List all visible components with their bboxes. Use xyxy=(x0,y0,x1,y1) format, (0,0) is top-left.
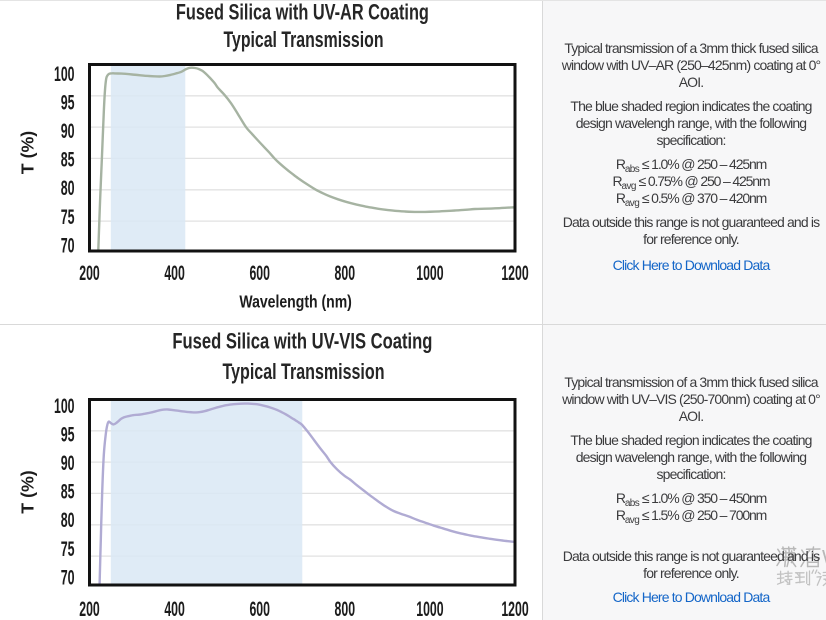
svg-text:Wavelength (nm): Wavelength (nm) xyxy=(239,292,352,312)
svg-text:70: 70 xyxy=(61,234,75,257)
svg-text:Typical Transmission: Typical Transmission xyxy=(224,27,384,52)
svg-text:100: 100 xyxy=(54,63,75,86)
svg-text:200: 200 xyxy=(79,598,100,620)
svg-text:90: 90 xyxy=(61,120,75,143)
svg-text:T (%): T (%) xyxy=(18,470,38,514)
svg-text:600: 600 xyxy=(249,262,270,285)
svg-text:85: 85 xyxy=(61,149,75,172)
svg-text:95: 95 xyxy=(61,91,75,114)
svg-text:75: 75 xyxy=(61,206,75,229)
svg-text:80: 80 xyxy=(61,177,75,200)
svg-text:400: 400 xyxy=(164,598,185,620)
svg-text:100: 100 xyxy=(54,395,75,418)
svg-text:1200: 1200 xyxy=(501,598,528,620)
svg-text:W: W xyxy=(822,547,826,569)
svg-text:80: 80 xyxy=(61,509,75,532)
svg-text:70: 70 xyxy=(61,566,75,589)
svg-text:95: 95 xyxy=(61,423,75,446)
svg-text:T (%): T (%) xyxy=(18,131,38,175)
svg-text:90: 90 xyxy=(61,452,75,475)
svg-text:Typical Transmission: Typical Transmission xyxy=(223,359,385,384)
svg-text:85: 85 xyxy=(61,481,75,504)
svg-text:800: 800 xyxy=(335,598,356,620)
svg-text:1200: 1200 xyxy=(501,262,528,285)
svg-text:1000: 1000 xyxy=(416,262,443,285)
svg-text:600: 600 xyxy=(249,598,270,620)
svg-text:Fused Silica with UV-VIS Coati: Fused Silica with UV-VIS Coating xyxy=(172,329,432,354)
svg-text:800: 800 xyxy=(335,262,356,285)
svg-text:1000: 1000 xyxy=(416,598,443,620)
svg-text:200: 200 xyxy=(79,262,100,285)
svg-text:400: 400 xyxy=(164,262,185,285)
svg-text:75: 75 xyxy=(61,538,75,561)
svg-text:Fused Silica with UV-AR Coatin: Fused Silica with UV-AR Coating xyxy=(176,0,429,25)
